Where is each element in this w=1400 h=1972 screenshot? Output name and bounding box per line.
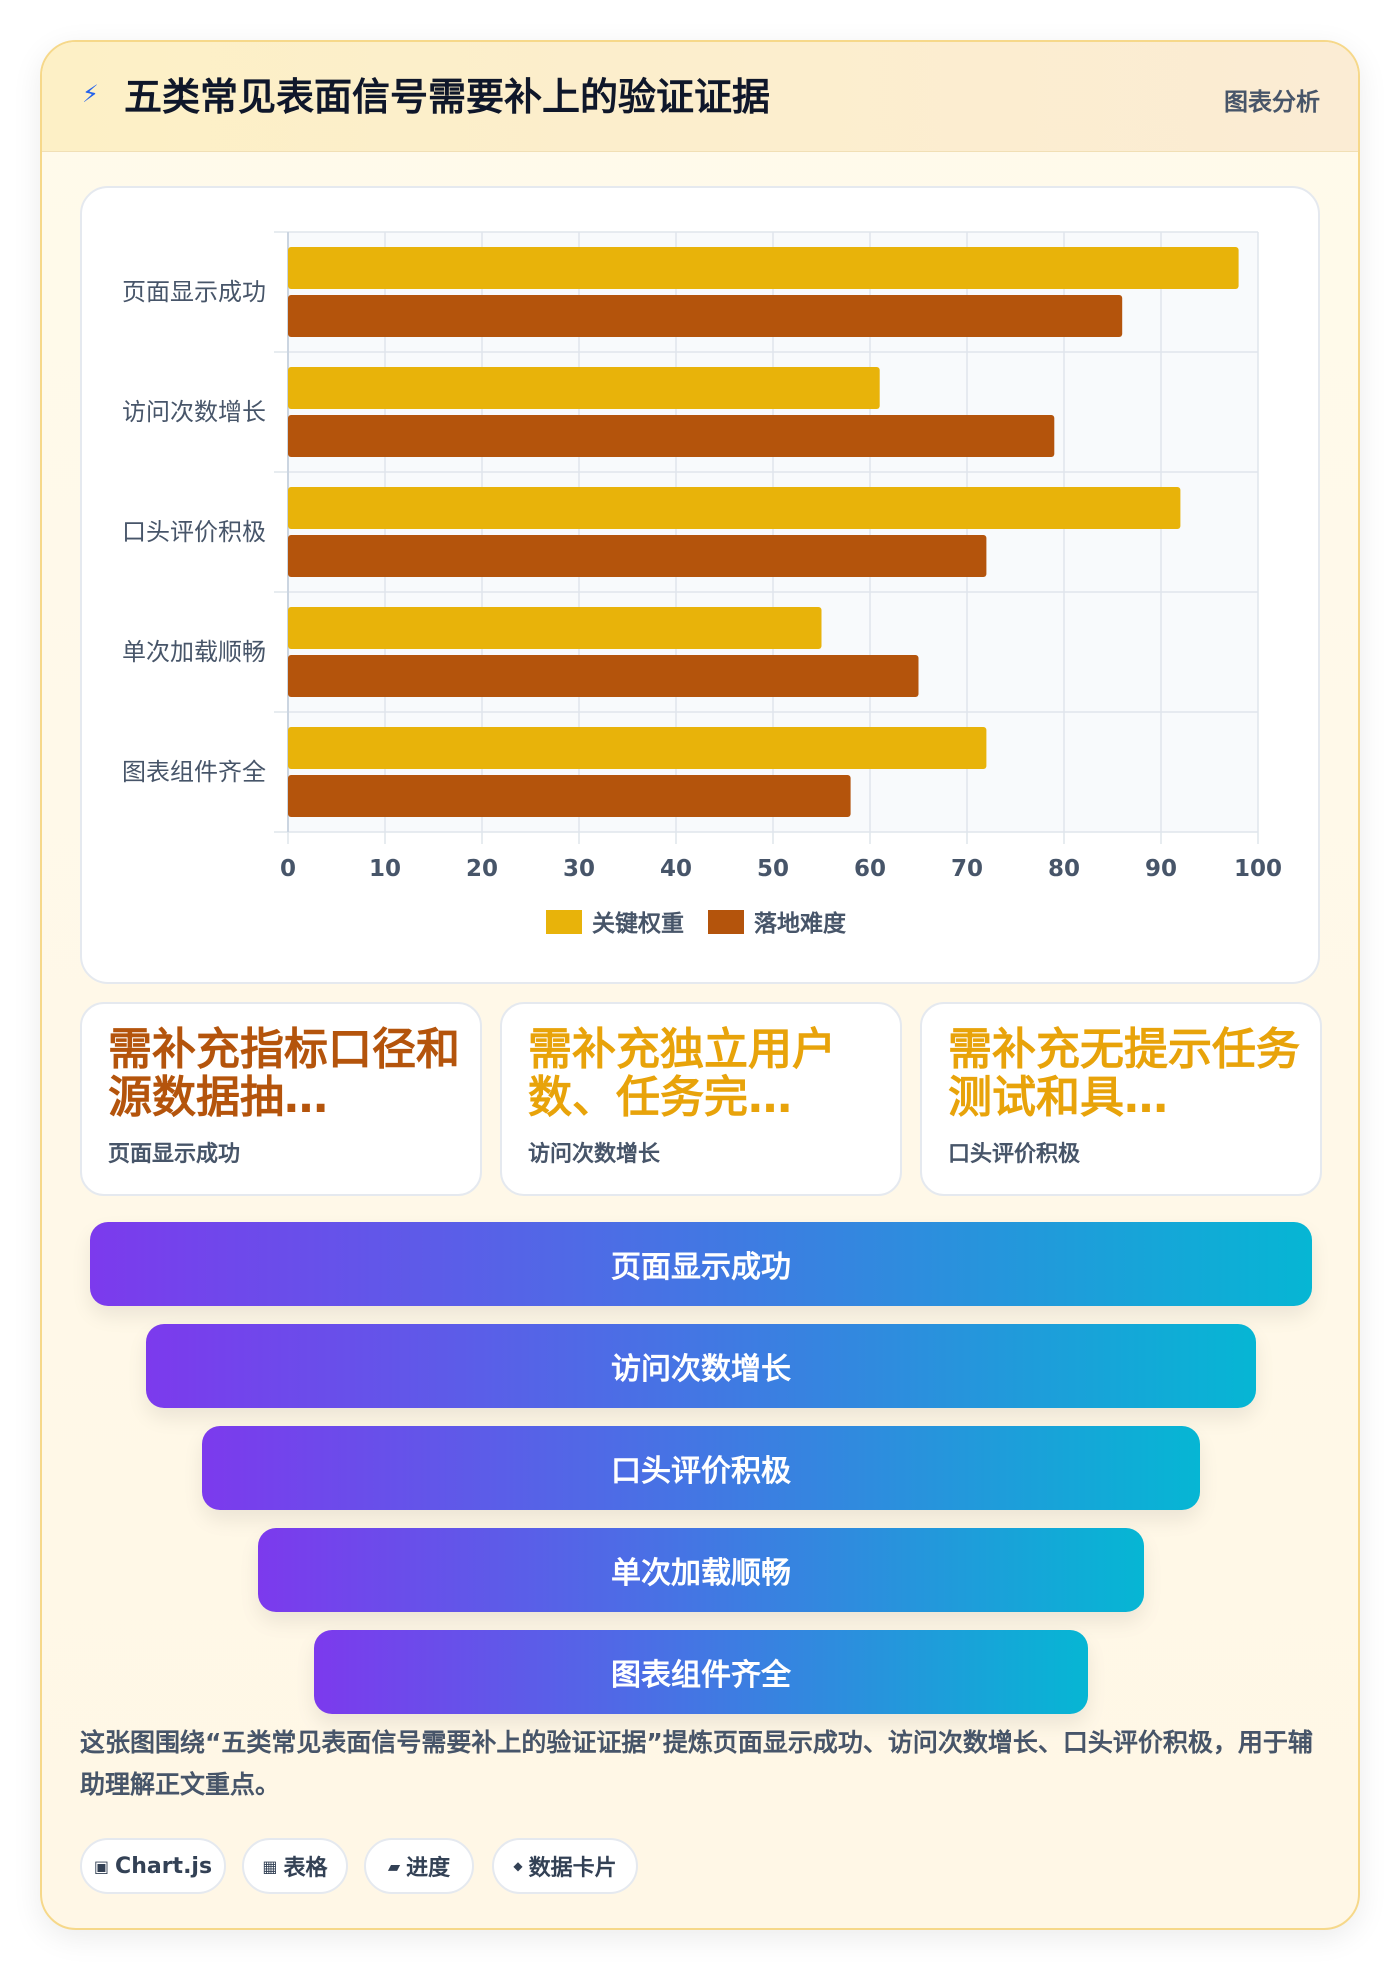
x-tick-label: 70 (951, 856, 983, 882)
chart-icon: ▣ (93, 1856, 110, 1876)
bar-落地难度 (288, 415, 1055, 457)
funnel-step-5: 图表组件齐全 (314, 1630, 1088, 1714)
x-tick-label: 80 (1048, 856, 1080, 882)
pill-chartjs[interactable]: ▣ Chart.js (80, 1838, 226, 1894)
description-text: 这张图围绕“五类常见表面信号需要补上的验证证据”提炼页面显示成功、访问次数增长、… (80, 1728, 1313, 1799)
stat-card-label: 口头评价积极 (948, 1142, 1081, 1167)
bar-落地难度 (288, 535, 987, 577)
bar-chart-panel: 0 10 20 30 40 50 60 70 80 90 100 页面显示成功 访问次数增长 口头评价积极… (80, 186, 1320, 984)
bar-关键权重 (288, 247, 1239, 289)
y-tick-label: 页面显示成功 (122, 278, 266, 306)
y-tick-label: 单次加载顺畅 (122, 638, 266, 666)
y-tick-label: 图表组件齐全 (122, 758, 266, 786)
table-icon: ▦ (262, 1856, 278, 1876)
stat-card-label: 页面显示成功 (108, 1142, 241, 1167)
x-tick-label: 20 (466, 856, 498, 882)
stat-card-1: 需补充指标口径和源数据抽… 页面显示成功 (80, 1002, 482, 1196)
pill-label: Chart.js (115, 1853, 213, 1879)
x-tick-label: 30 (563, 856, 595, 882)
stat-card-3: 需补充无提示任务测试和具… 口头评价积极 (920, 1002, 1322, 1196)
bar-chart: 0 10 20 30 40 50 60 70 80 90 100 页面显示成功访问次数增长口头评价积极… (122, 231, 1282, 937)
pill-table[interactable]: ▦ 表格 (242, 1838, 348, 1894)
pill-data-cards[interactable]: ◆ 数据卡片 (492, 1838, 638, 1894)
funnel-step-3: 口头评价积极 (202, 1426, 1200, 1510)
progress-icon: ▰ (387, 1856, 401, 1876)
x-tick-label: 90 (1145, 856, 1177, 882)
funnel-step-2: 访问次数增长 (146, 1324, 1256, 1408)
x-tick-label: 50 (757, 856, 789, 882)
page-title: 五类常见表面信号需要补上的验证证据 (124, 75, 771, 119)
chart-analysis-tag: 图表分析 (1224, 88, 1320, 116)
pill-progress[interactable]: ▰ 进度 (364, 1838, 474, 1894)
card-header: ⚡ 五类常见表面信号需要补上的验证证据 图表分析 (42, 42, 1358, 152)
x-tick-label: 10 (369, 856, 401, 882)
x-tick-label: 100 (1234, 856, 1282, 882)
lightning-icon: ⚡ (82, 80, 99, 108)
bar-关键权重 (288, 607, 822, 649)
stat-card-value: 需补充指标口径和源数据抽… (108, 1024, 460, 1123)
x-tick-label: 0 (280, 856, 296, 882)
diamond-icon: ◆ (513, 1859, 523, 1873)
pill-label: 数据卡片 (528, 1856, 617, 1881)
x-tick-label: 60 (854, 856, 886, 882)
stat-card-2: 需补充独立用户数、任务完… 访问次数增长 (500, 1002, 902, 1196)
pill-label: 表格 (283, 1856, 328, 1881)
y-tick-label: 访问次数增长 (122, 398, 266, 426)
legend-swatch (708, 910, 744, 934)
pill-label: 进度 (406, 1856, 451, 1881)
bar-落地难度 (288, 655, 919, 697)
bar-关键权重 (288, 727, 987, 769)
stat-card-value: 需补充无提示任务测试和具… (948, 1024, 1300, 1123)
bar-落地难度 (288, 295, 1123, 337)
bar-关键权重 (288, 487, 1181, 529)
bar-关键权重 (288, 367, 880, 409)
y-tick-label: 口头评价积极 (122, 518, 266, 546)
legend-swatch (546, 910, 582, 934)
funnel-step-1: 页面显示成功 (90, 1222, 1312, 1306)
x-tick-label: 40 (660, 856, 692, 882)
bar-落地难度 (288, 775, 851, 817)
legend-label: 关键权重 (592, 910, 684, 937)
funnel-step-4: 单次加载顺畅 (258, 1528, 1144, 1612)
stat-card-label: 访问次数增长 (528, 1142, 661, 1167)
stat-card-value: 需补充独立用户数、任务完… (528, 1024, 836, 1123)
legend-label: 落地难度 (754, 910, 847, 937)
report-card: ⚡ 五类常见表面信号需要补上的验证证据 图表分析 0 10 20 30 40 50 60 70… (40, 40, 1360, 1930)
